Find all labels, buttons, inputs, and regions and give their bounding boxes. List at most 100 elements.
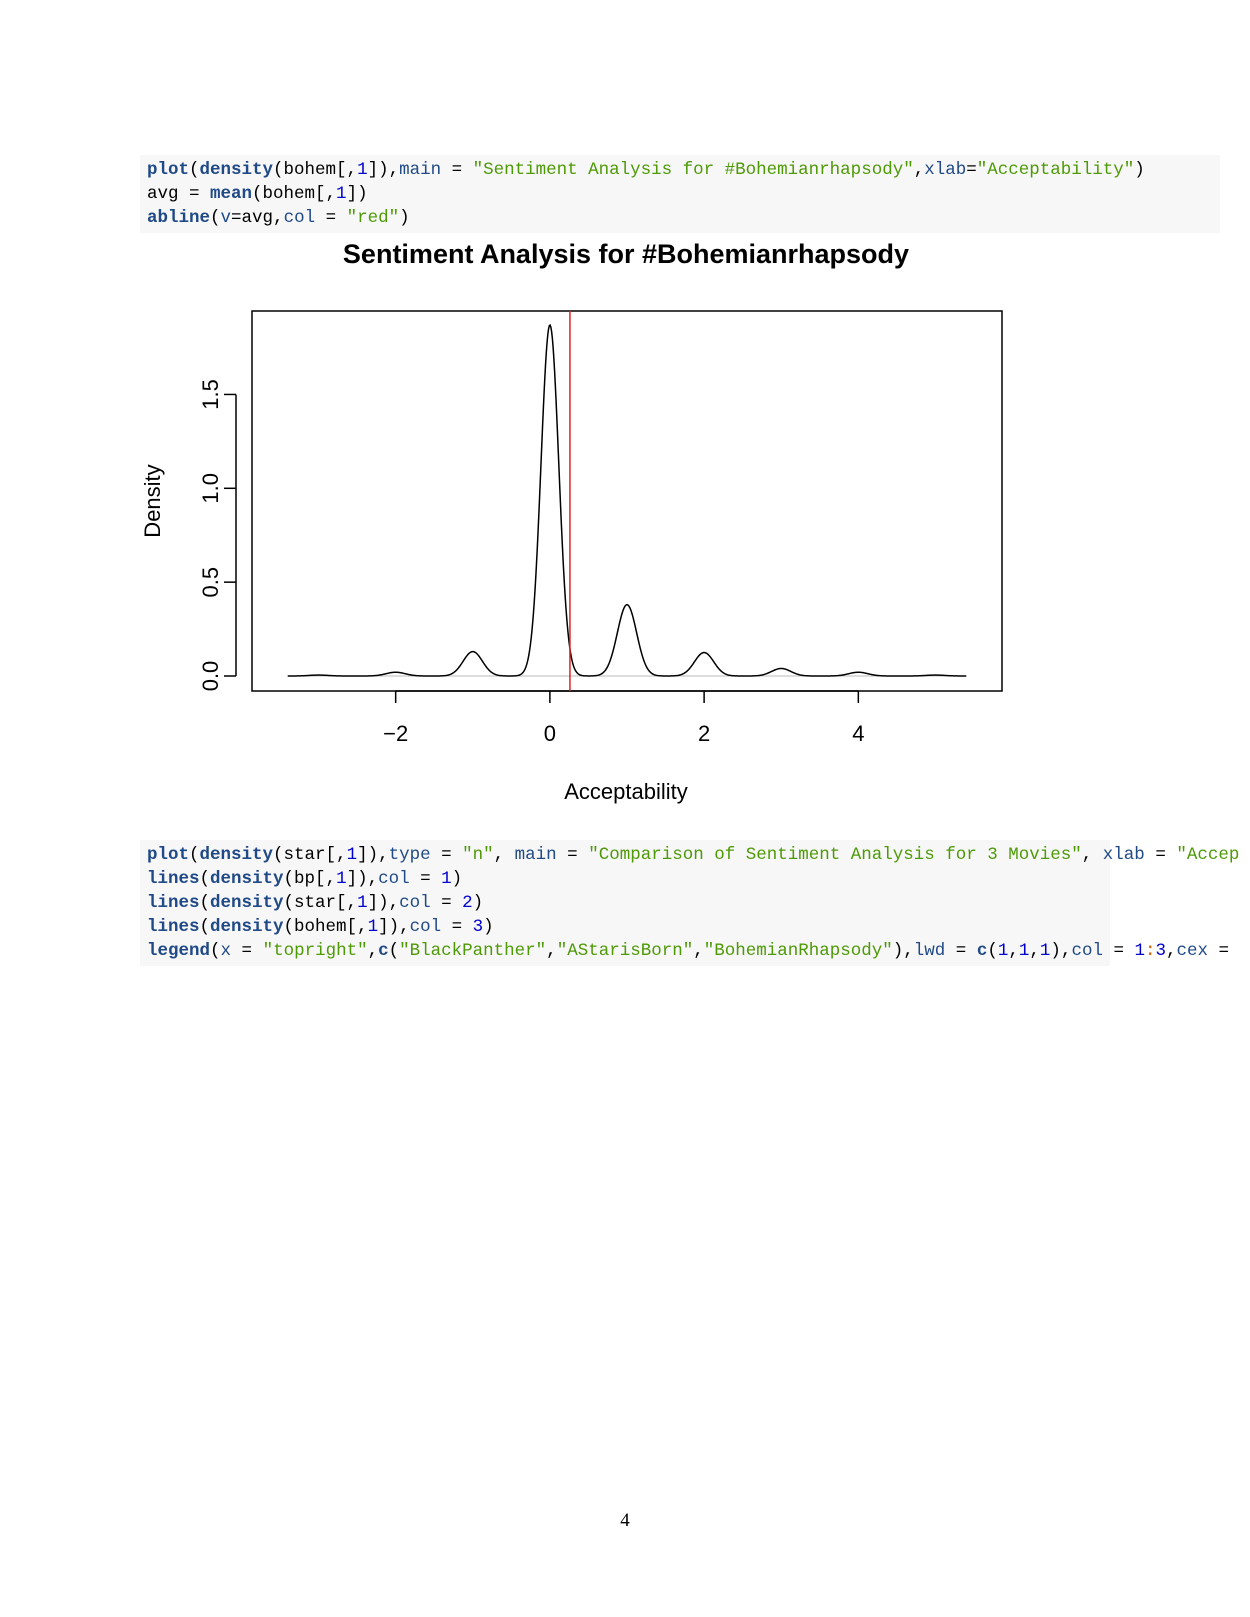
code-token: type: [388, 845, 431, 865]
code-token: ): [483, 917, 494, 937]
code-token: ),: [1050, 941, 1072, 961]
code-token: (: [210, 941, 221, 961]
y-axis: 0.0 0.5 1.0 1.5: [198, 379, 237, 691]
code-token: =: [966, 160, 977, 180]
code-token: =: [1102, 941, 1135, 961]
code-token: main: [514, 845, 557, 865]
code-token: ]): [346, 184, 368, 204]
code-token: ): [1134, 160, 1145, 180]
code-token: lines: [147, 917, 200, 937]
code-token: lines: [147, 869, 200, 889]
code-token: (bp[,: [283, 869, 337, 889]
code-token: "Comparison of Sentiment Analysis for 3 …: [588, 845, 1082, 865]
code-token: "BlackPanther": [399, 941, 547, 961]
code-token: =: [1208, 941, 1230, 961]
code-token: ,: [913, 160, 925, 180]
code-token: =: [441, 160, 473, 180]
code-token: density: [210, 893, 284, 913]
code-token: xlab: [1102, 845, 1145, 865]
y-axis-label: Density: [140, 464, 165, 537]
code-token: ): [451, 869, 463, 889]
code-token: =: [409, 869, 442, 889]
code-token: ),: [892, 941, 914, 961]
code-token: density: [199, 845, 274, 865]
code-token: 3: [472, 917, 484, 937]
code-token: "BohemianRhapsody": [703, 941, 893, 961]
code-line: avg = mean(bohem[,1]): [147, 182, 1214, 206]
code-token: (: [388, 941, 400, 961]
code-token: col: [409, 917, 442, 937]
code-token: cex: [1176, 941, 1209, 961]
code-line: lines(density(star[,1]),col = 2): [147, 891, 1250, 915]
code-line: legend(x = "topright",c("BlackPanther","…: [147, 939, 1250, 963]
code-token: x: [220, 941, 232, 961]
x-tick-label: 0: [544, 721, 556, 746]
code-token: =: [430, 845, 463, 865]
code-token: =: [556, 845, 589, 865]
code-token: 1: [367, 917, 379, 937]
density-chart: Sentiment Analysis for #Bohemianrhapsody…: [140, 239, 1003, 804]
code-token: density: [210, 917, 284, 937]
code-token: 1: [336, 869, 347, 889]
code-token: (: [189, 160, 200, 180]
code-token: lwd: [913, 941, 946, 961]
code-token: 1: [1039, 941, 1051, 961]
code-token: (: [189, 845, 200, 865]
code-token: ,: [367, 941, 379, 961]
code-line: plot(density(bohem[,1]),main = "Sentimen…: [147, 158, 1214, 182]
code-token: "Acceptability": [976, 160, 1135, 180]
code-token: avg =: [147, 184, 211, 204]
x-tick-label: 2: [698, 721, 710, 746]
code-token: 1: [357, 160, 368, 180]
code-token: (: [199, 893, 211, 913]
code-token: (: [199, 917, 211, 937]
y-tick-label: 0.5: [198, 567, 223, 598]
code-token: (star[,: [273, 845, 347, 865]
code-line: abline(v=avg,col = "red"): [147, 206, 1214, 230]
density-curve: [287, 323, 967, 677]
code-token: c: [976, 941, 988, 961]
code-token: col: [1071, 941, 1103, 961]
code-token: abline: [147, 208, 211, 228]
code-token: 1: [1018, 941, 1030, 961]
code-token: "red": [346, 208, 400, 228]
code-token: ]),: [357, 845, 389, 865]
code-token: 1: [336, 184, 347, 204]
code-token: ,: [546, 941, 557, 961]
code-token: "Sentiment Analysis for #Bohemianrhapsod…: [472, 160, 914, 180]
code-token: =avg,: [231, 208, 284, 228]
code-token: (bohem[,: [252, 184, 337, 204]
code-token: v: [220, 208, 232, 228]
code-token: ,: [1166, 941, 1177, 961]
code-token: ): [399, 208, 410, 228]
code-token: :: [1144, 941, 1156, 961]
code-token: =: [441, 917, 473, 937]
code-token: 1: [357, 893, 368, 913]
code-token: (: [199, 869, 211, 889]
code-token: ]),: [367, 160, 400, 180]
code-token: (bohem[,: [273, 160, 358, 180]
code-token: lines: [147, 893, 200, 913]
code-token: ]),: [367, 893, 400, 913]
code-token: (bohem[,: [283, 917, 368, 937]
y-tick-label: 1.0: [198, 473, 223, 504]
code-token: ,: [1081, 845, 1103, 865]
x-axis-label: Acceptability: [564, 779, 688, 804]
code-token: "AStarisBorn": [556, 941, 694, 961]
code-token: =: [315, 208, 347, 228]
code-token: ,: [693, 941, 704, 961]
y-tick-label: 1.5: [198, 379, 223, 410]
code-line: plot(density(star[,1]),type = "n", main …: [147, 843, 1250, 867]
code-token: xlab: [924, 160, 967, 180]
code-token: =: [231, 941, 263, 961]
code-token: ]),: [378, 917, 410, 937]
code-token: ,: [1008, 941, 1019, 961]
code-token: col: [378, 869, 410, 889]
code-token: "topright": [262, 941, 368, 961]
code-token: =: [1144, 845, 1177, 865]
code-token: =: [945, 941, 977, 961]
code-token: =: [430, 893, 463, 913]
code-token: 1: [1134, 941, 1145, 961]
code-token: plot: [147, 160, 190, 180]
code-token: main: [399, 160, 442, 180]
